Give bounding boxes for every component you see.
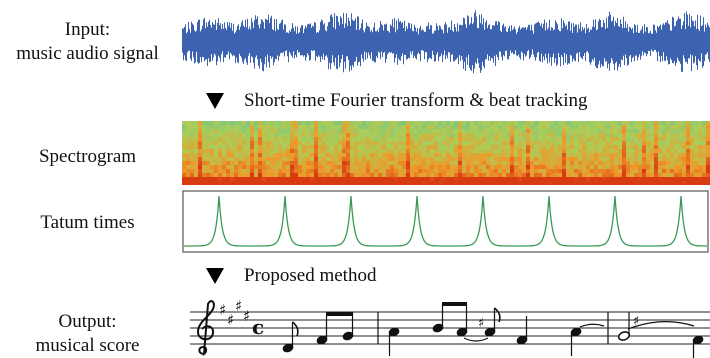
measure-2-notes: ♯ (388, 302, 605, 356)
svg-text:♯: ♯ (478, 316, 484, 331)
svg-text:♯: ♯ (633, 314, 639, 329)
spectrogram-cells (182, 121, 710, 185)
treble-clef-icon (196, 300, 215, 356)
step-stft-text: Short-time Fourier transform & beat trac… (244, 90, 588, 111)
svg-text:♯: ♯ (227, 311, 234, 329)
step-stft-beat-tracking: Short-time Fourier transform & beat trac… (206, 89, 588, 113)
output-label: Output: musical score (0, 310, 175, 358)
step-proposed-text: Proposed method (244, 265, 377, 286)
input-label-line2: music audio signal (16, 43, 159, 64)
measure-3-notes: ♯ (617, 312, 704, 358)
down-arrow-icon (206, 268, 224, 284)
input-label: Input: music audio signal (0, 18, 175, 66)
tatum-frame (182, 190, 709, 253)
time-signature: c (252, 315, 264, 339)
spectrogram-label: Spectrogram (38, 146, 137, 167)
output-label-line2: musical score (35, 335, 140, 356)
staff-lines (190, 311, 710, 345)
svg-text:♯: ♯ (219, 301, 226, 319)
svg-text:♯: ♯ (243, 307, 250, 325)
tatum-label: Tatum times (40, 212, 135, 233)
musical-score: ♯ ♯ ♯ ♯ c ♯ (190, 298, 710, 358)
svg-text:♯: ♯ (235, 298, 242, 315)
spectrogram-image (182, 121, 710, 185)
step-proposed-method: Proposed method (206, 264, 376, 288)
down-arrow-icon (206, 93, 224, 109)
waveform-trace (182, 10, 710, 74)
measure-1-notes (282, 312, 354, 353)
audio-waveform (182, 10, 710, 74)
output-label-line1: Output: (58, 311, 117, 332)
input-label-line1: Input: (64, 19, 111, 40)
tatum-curve (184, 195, 707, 247)
key-signature-sharps: ♯ ♯ ♯ ♯ (219, 298, 250, 329)
tatum-plot (182, 190, 709, 253)
